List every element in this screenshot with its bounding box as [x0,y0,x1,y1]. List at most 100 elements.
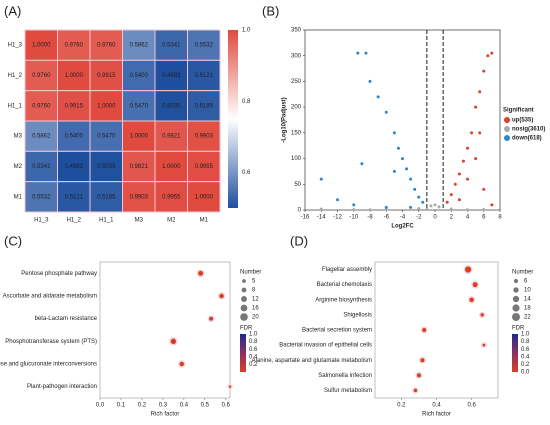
point [392,169,396,173]
point [409,205,413,209]
heatmap-cell [57,120,91,152]
cell-label: 0.5121 [65,194,84,200]
x-tick-label: -2 [416,215,422,221]
point [490,51,494,55]
row-label: H1_1 [8,103,23,109]
column-label: M1 [200,218,209,224]
size-legend-dot [241,296,247,302]
point [401,157,404,161]
heatmap-cell [89,120,123,152]
legend-label: down(618) [512,136,542,142]
x-tick-label: -6 [384,215,390,221]
x-tick-label: 2 [450,215,454,221]
heatmap-cell [187,29,221,61]
x-tick-label: 0.4 [432,403,441,409]
bubble [412,387,419,394]
point [457,198,461,202]
point [486,54,490,58]
cell-label: 0.5121 [195,73,214,79]
cell-label: 0.9760 [97,43,116,49]
x-axis-label: Rich factor [422,412,451,418]
point [368,79,372,83]
size-legend-dot [242,279,246,283]
cell-label: 1.0000 [195,194,214,200]
cell-label: 1.0000 [65,73,84,79]
legend-swatch [504,126,510,132]
fdr-legend-label: 0.2 [521,362,530,368]
point [466,177,469,181]
legend-swatch [504,135,510,141]
row-label: M3 [14,134,23,140]
heatmap-cell [187,181,221,213]
y-tick-label: Ascorbate and aldarate metabolism [3,294,97,300]
fdr-legend-title: FDR [240,326,253,332]
cell-label: 0.5862 [130,43,149,49]
fdr-legend-label: 0.6 [521,347,530,353]
x-tick-label: 0.2 [138,403,147,409]
point [319,177,323,181]
size-legend-label: 16 [252,306,259,312]
x-tick-label: -12 [333,215,342,221]
panel-label: (A) [4,3,21,18]
bubble [227,384,233,390]
legend-swatch [504,117,510,123]
x-tick-label: 0.3 [159,403,168,409]
bubble [178,360,186,368]
y-tick-label: Pentose and glucuronate interconversions [0,362,97,368]
x-axis-label: Log2FC [391,224,414,230]
bubble [207,315,215,323]
legend-title: Significant [503,108,534,114]
colorbar-label: 0.6 [242,170,251,176]
point [478,90,482,94]
x-tick-label: 0.1 [117,403,126,409]
plot-frame [99,261,231,399]
cell-label: 0.9915 [65,103,84,109]
point [384,205,388,209]
fdr-legend-label: 0.6 [249,347,258,353]
y-tick-label: Pentose phosphate pathway [21,271,97,277]
heatmap-cell [57,59,91,92]
heatmap-cell [154,181,188,213]
cell-label: 0.5532 [195,43,214,49]
y-tick-label: 200 [291,105,302,111]
y-tick-label: Arginine biosynthesis [315,297,372,303]
fdr-legend-label: 0.0 [521,370,530,376]
heatmap-cell [122,181,156,213]
column-label: H1_1 [99,218,114,224]
cell-label: 0.5532 [32,194,51,200]
cell-label: 0.9760 [32,73,51,79]
column-label: H1_2 [67,218,82,224]
heatmap-cell [122,59,156,92]
size-legend-dot [240,313,248,321]
colorbar [228,30,238,208]
bubble [415,371,423,379]
fdr-legend-label: 0.8 [249,339,258,345]
colorbar-label: 0.8 [242,99,251,105]
heatmap-cell [154,120,188,152]
point [396,146,400,150]
cell-label: 0.5341 [32,164,51,170]
cell-label: 0.5400 [130,73,149,79]
bubble [467,296,476,304]
x-tick-label: 8 [498,215,502,221]
point [445,200,449,204]
fdr-legend-label: 0.4 [521,354,530,360]
point [368,208,372,212]
point [409,177,413,181]
size-legend-label: 14 [524,297,531,303]
size-legend-title: Number [512,270,533,276]
x-tick-label: 0.4 [180,403,189,409]
point [482,207,486,211]
heatmap-cell [187,90,221,122]
point [376,95,380,99]
point [482,69,486,73]
point [433,203,437,207]
size-legend-label: 8 [252,288,256,294]
y-tick-label: Bacterial chemotaxis [317,282,372,288]
x-tick-label: -10 [349,215,358,221]
x-tick-label: 0.6 [467,403,476,409]
cell-label: 0.5035 [97,164,116,170]
cell-label: 0.5400 [65,134,84,140]
y-tick-label: Bacterial secretion system [302,328,372,334]
heatmap-cell [57,90,91,122]
